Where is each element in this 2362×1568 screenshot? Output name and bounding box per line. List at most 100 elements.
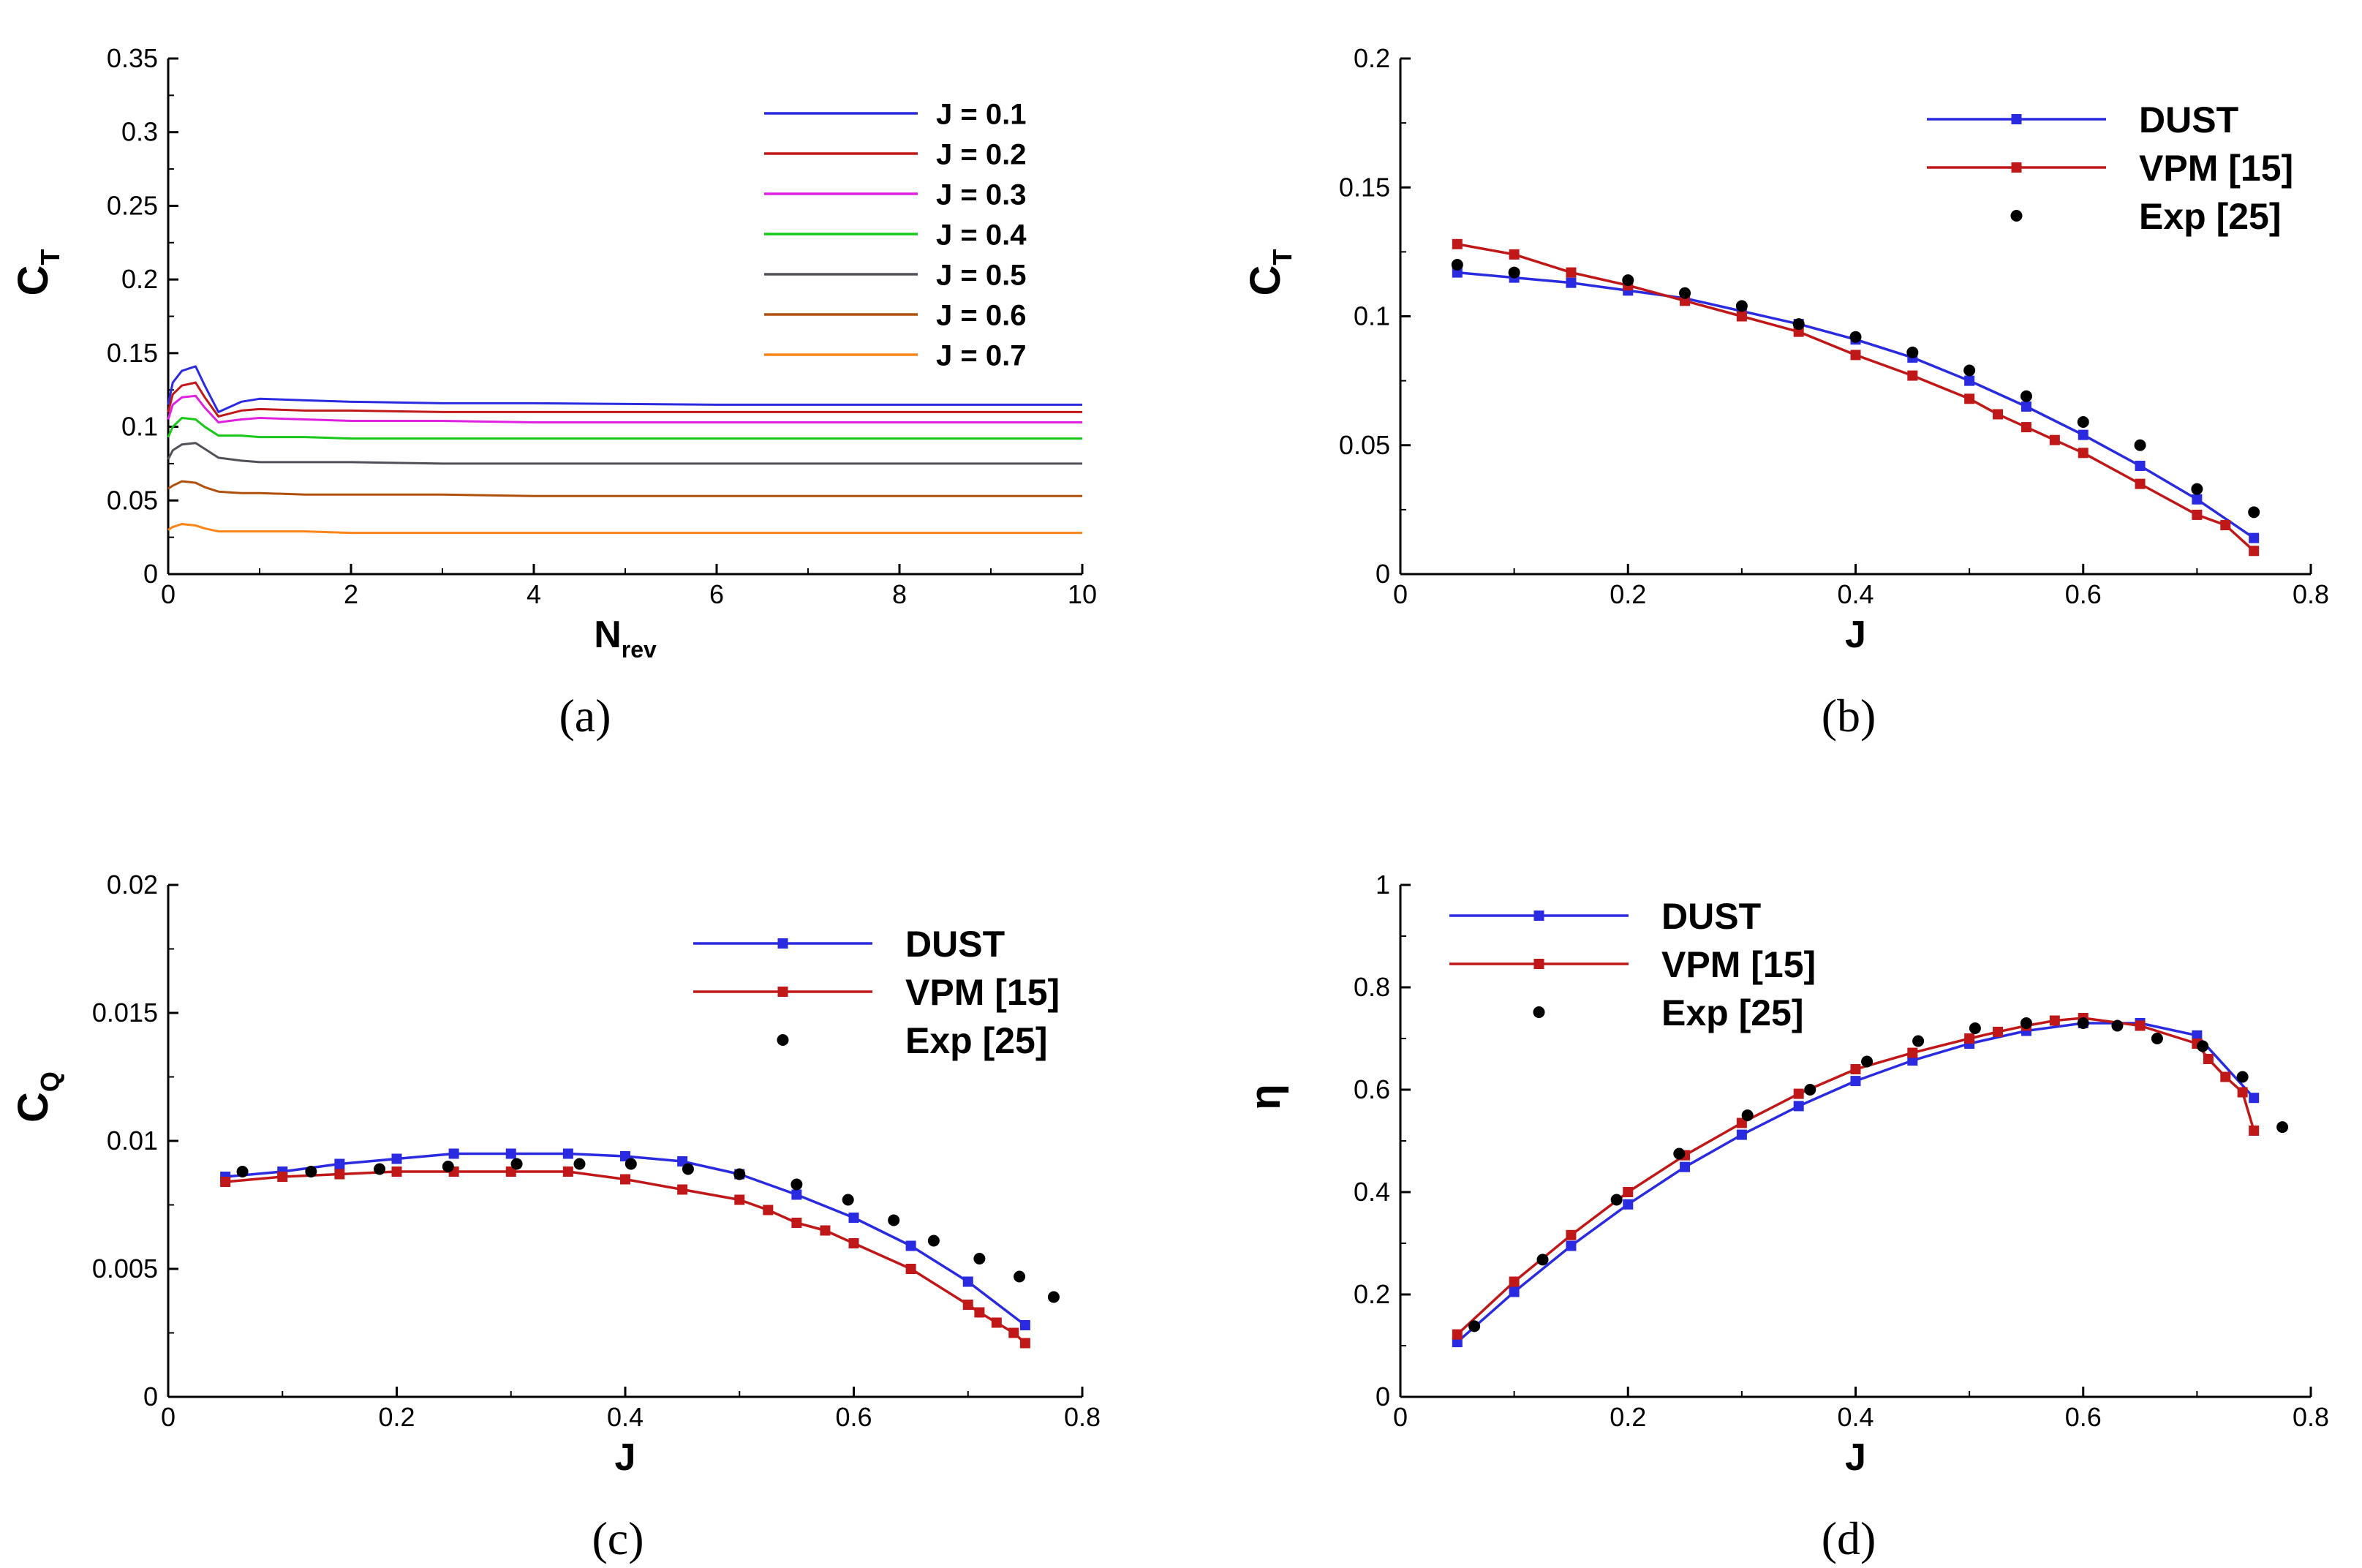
series-j-0-1 (167, 365, 1082, 413)
legend-label: J = 0.6 (936, 299, 1026, 331)
data-point (1047, 1291, 1060, 1303)
data-point (1566, 1229, 1577, 1240)
x-tick-label: 10 (1068, 579, 1097, 609)
x-axis-label: J (1845, 614, 1866, 656)
series-j-0-3 (167, 394, 1082, 424)
data-point (973, 1253, 986, 1264)
data-point (573, 1158, 586, 1170)
data-point (1019, 1338, 1030, 1349)
legend-marker (1533, 1006, 1545, 1018)
series-line (167, 381, 1082, 418)
data-point (2020, 390, 2032, 402)
y-tick-label: 0.2 (1354, 43, 1390, 73)
data-point (391, 1166, 402, 1177)
data-point (1468, 1320, 1481, 1333)
data-point (1610, 1194, 1623, 1206)
data-point (334, 1158, 345, 1169)
y-tick-label: 0.1 (121, 412, 158, 442)
data-point (974, 1307, 985, 1318)
panel-label: (d) (1822, 1512, 1876, 1564)
data-point (2020, 422, 2031, 433)
data-point (562, 1148, 573, 1159)
y-tick-label: 0.005 (92, 1254, 158, 1284)
x-tick-label: 0 (161, 1402, 176, 1432)
data-point (682, 1163, 694, 1175)
y-tick-label: 0.02 (107, 870, 158, 900)
data-point (2111, 1019, 2124, 1032)
data-point (2248, 506, 2260, 519)
legend-item: VPM [15] (693, 972, 1060, 1013)
legend-item: Exp [25] (1533, 992, 1804, 1033)
y-tick-label: 0.35 (107, 43, 158, 73)
data-point (848, 1213, 859, 1223)
legend-marker (777, 987, 788, 997)
data-point (1907, 370, 1918, 381)
legend: DUST VPM [15] Exp [25] (1927, 99, 2293, 237)
panel-label: (c) (592, 1512, 644, 1564)
x-axis-label: Nrev (594, 614, 657, 663)
data-point (962, 1300, 973, 1310)
panel-b: 0 0.2 0.4 0.6 0.8 0 0.05 0.1 0.15 0.2 J CT DUST VPM [… (1242, 43, 2329, 742)
series-line (224, 1170, 1027, 1344)
x-tick-label: 0.6 (835, 1402, 872, 1432)
data-point (277, 1172, 288, 1182)
data-point (734, 1194, 745, 1205)
data-point (1736, 311, 1747, 322)
x-tick-label: 0 (161, 579, 176, 609)
data-point (2077, 416, 2089, 429)
x-tick-label: 0.8 (1064, 1402, 1101, 1432)
series-line (167, 523, 1082, 535)
data-point (1861, 1055, 1874, 1068)
legend-marker (777, 1034, 789, 1046)
data-point (220, 1177, 231, 1187)
panel-label: (b) (1822, 690, 1876, 742)
x-tick-label: 0 (1393, 1402, 1408, 1432)
data-point (305, 1166, 317, 1177)
series-dust (1452, 267, 2260, 543)
legend-marker (1533, 959, 1544, 969)
legend-marker (2011, 162, 2022, 173)
data-point (374, 1163, 386, 1175)
data-point (2078, 448, 2089, 459)
legend-item: Exp [25] (2010, 196, 2282, 237)
data-point (2276, 1121, 2289, 1134)
data-point (1509, 1276, 1520, 1287)
data-point (2192, 509, 2203, 520)
x-tick-label: 0.4 (1837, 579, 1874, 609)
y-tick-label: 0.25 (107, 190, 158, 220)
x-tick-label: 0.4 (607, 1402, 644, 1432)
x-tick-label: 0.8 (2293, 579, 2329, 609)
data-point (1622, 274, 1634, 287)
x-axis-label: J (1845, 1436, 1866, 1479)
data-point (1008, 1327, 1019, 1338)
legend-label: J = 0.4 (936, 219, 1027, 251)
data-point (1964, 393, 1975, 404)
data-point (505, 1148, 516, 1159)
data-point (1509, 1286, 1520, 1297)
legend-label: J = 0.3 (936, 178, 1026, 211)
data-point (1452, 238, 1463, 249)
legend-label: Exp [25] (1661, 992, 1804, 1033)
data-point (1850, 1076, 1861, 1087)
data-point (1736, 1117, 1747, 1128)
data-point (1912, 1035, 1925, 1047)
x-tick-label: 2 (344, 579, 358, 609)
data-point (2049, 434, 2060, 445)
data-point (848, 1238, 859, 1248)
panel-label: (a) (559, 690, 611, 742)
data-point (820, 1225, 831, 1236)
x-tick-label: 4 (527, 579, 541, 609)
data-point (2203, 1054, 2214, 1064)
data-point (2249, 1126, 2260, 1136)
legend-item: J = 0.7 (764, 339, 1026, 372)
legend-label: J = 0.7 (936, 339, 1026, 372)
x-tick-label: 6 (709, 579, 724, 609)
y-tick-label: 0.2 (121, 264, 158, 294)
y-tick-label: 1 (1376, 870, 1390, 900)
data-point (1508, 266, 1520, 279)
legend: DUST VPM [15] Exp [25] (1449, 896, 1816, 1033)
x-tick-label: 0.2 (1610, 1402, 1646, 1432)
legend-item: DUST (693, 924, 1005, 965)
data-point (1907, 1047, 1918, 1058)
